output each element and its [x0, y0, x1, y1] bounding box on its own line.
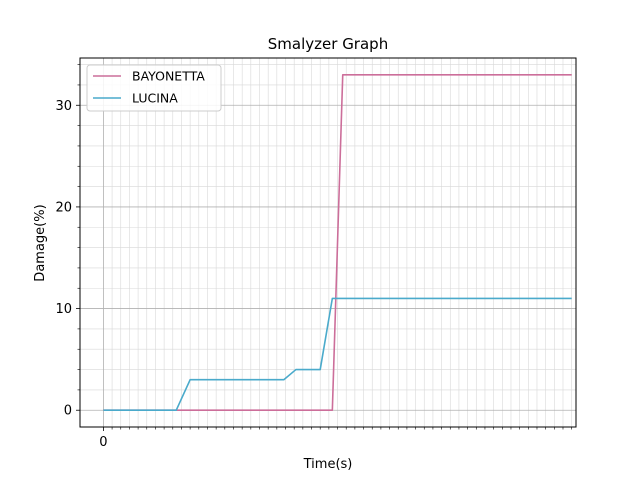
- legend-label-bayonetta: BAYONETTA: [132, 69, 205, 84]
- series-line-bayonetta: [103, 73, 572, 412]
- legend-label-lucina: LUCINA: [132, 91, 178, 106]
- grid: [80, 58, 576, 427]
- x-tick-label: 0: [99, 435, 107, 450]
- chart-title: Smalyzer Graph: [268, 35, 388, 53]
- legend: BAYONETTA LUCINA: [86, 64, 222, 112]
- series-lines: [103, 73, 572, 412]
- series-line-lucina: [103, 297, 572, 412]
- x-axis-label: Time(s): [303, 457, 353, 472]
- y-tick-label: 10: [55, 302, 72, 317]
- y-tick-label: 20: [55, 200, 72, 215]
- y-tick-label: 0: [64, 404, 72, 419]
- y-axis-label: Damage(%): [33, 204, 48, 281]
- y-tick-label: 30: [55, 99, 72, 114]
- axis-ticks: 0 0 10 20 30: [55, 64, 572, 450]
- plot-frame: [79, 57, 577, 428]
